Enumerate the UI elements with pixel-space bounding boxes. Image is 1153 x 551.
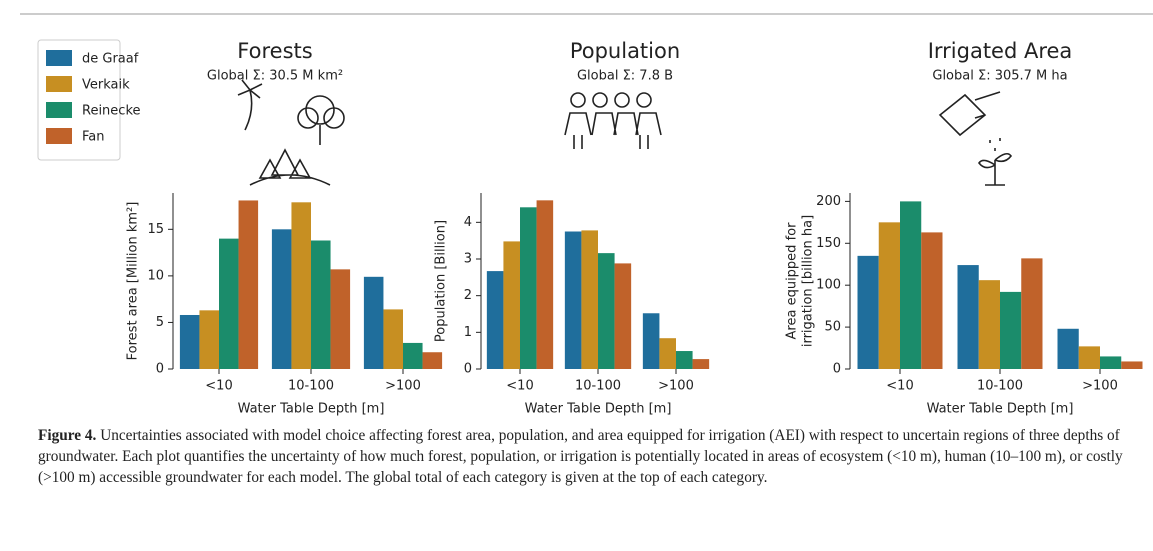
bar [1057, 328, 1079, 369]
bar [179, 314, 200, 369]
bar [291, 202, 311, 369]
caption-text: Uncertainties associated with model choi… [38, 427, 1123, 486]
bar [238, 200, 259, 369]
bar [900, 201, 922, 369]
bar [311, 240, 331, 369]
legend-label: Reinecke [82, 104, 141, 119]
y-tick-label: 200 [816, 194, 841, 209]
bar [581, 230, 598, 369]
legend-swatch [46, 102, 72, 118]
y-tick-label: 15 [147, 222, 164, 237]
bar [330, 269, 351, 369]
bar [219, 238, 239, 369]
y-axis-label: irrigation [billion ha] [801, 215, 816, 347]
bar [957, 265, 979, 369]
bar [520, 207, 537, 369]
bar [1021, 258, 1043, 369]
bar [878, 222, 900, 369]
x-tick-label: 10-100 [288, 379, 334, 394]
y-tick-label: 4 [464, 215, 472, 230]
y-tick-label: 150 [816, 236, 841, 251]
legend-swatch [46, 50, 72, 66]
bar [921, 232, 943, 369]
y-tick-label: 50 [824, 320, 841, 335]
bar [199, 310, 219, 369]
y-tick-label: 0 [156, 362, 164, 377]
x-axis-label: Water Table Depth [m] [525, 402, 672, 417]
y-axis-label: Forest area [Million km²] [126, 202, 141, 361]
x-tick-label: <10 [886, 379, 913, 394]
x-axis-label: Water Table Depth [m] [238, 402, 385, 417]
bar [978, 280, 1000, 369]
chart-title: Irrigated Area [928, 39, 1073, 63]
bar [383, 309, 403, 369]
icons [237, 79, 1012, 186]
y-tick-label: 2 [464, 288, 472, 303]
x-tick-label: >100 [1082, 379, 1118, 394]
bar [564, 231, 582, 369]
chart-subtitle: Global Σ: 7.8 B [577, 69, 673, 84]
bar [403, 342, 423, 369]
legend-label: Verkaik [82, 78, 130, 93]
bar [676, 351, 693, 369]
y-axis-label: Population [Billion] [434, 220, 449, 342]
bar [614, 263, 632, 369]
bar [1000, 291, 1022, 369]
y-tick-label: 5 [156, 315, 164, 330]
bar [422, 352, 443, 369]
y-tick-label: 3 [464, 252, 472, 267]
y-tick-label: 10 [147, 268, 164, 283]
y-axis-label: Area equipped for [785, 222, 800, 340]
y-tick-label: 1 [464, 325, 472, 340]
bar [598, 253, 615, 369]
bar [1078, 346, 1100, 369]
y-tick-label: 0 [464, 362, 472, 377]
x-tick-label: 10-100 [575, 379, 621, 394]
x-axis-label: Water Table Depth [m] [927, 402, 1074, 417]
caption: Figure 4. Uncertainties associated with … [38, 425, 1123, 488]
legend-swatch [46, 76, 72, 92]
bar [659, 338, 676, 369]
bar [536, 200, 554, 369]
bar [271, 229, 292, 369]
bar [1121, 361, 1143, 369]
figure: de Graaf Verkaik Reinecke Fan Forests Global … [20, 13, 1153, 417]
x-tick-label: >100 [658, 379, 694, 394]
legend-swatch [46, 128, 72, 144]
bar [642, 313, 660, 369]
chart-subtitle: Global Σ: 30.5 M km² [207, 69, 343, 84]
chart-title: Population [570, 39, 680, 63]
x-tick-label: 10-100 [977, 379, 1023, 394]
bar [857, 255, 879, 369]
caption-label: Figure 4. [38, 427, 97, 444]
chart-subtitle: Global Σ: 305.7 M ha [932, 69, 1067, 84]
bar [486, 271, 504, 369]
x-tick-label: <10 [205, 379, 232, 394]
y-tick-label: 100 [816, 278, 841, 293]
legend-label: Fan [82, 130, 105, 145]
chart-title: Forests [237, 39, 312, 63]
bar [1100, 356, 1122, 369]
bar [692, 359, 710, 369]
bar [363, 276, 384, 369]
x-tick-label: >100 [385, 379, 421, 394]
y-tick-label: 0 [833, 362, 841, 377]
x-tick-label: <10 [506, 379, 533, 394]
bar [503, 241, 520, 369]
legend-label: de Graaf [82, 52, 139, 67]
